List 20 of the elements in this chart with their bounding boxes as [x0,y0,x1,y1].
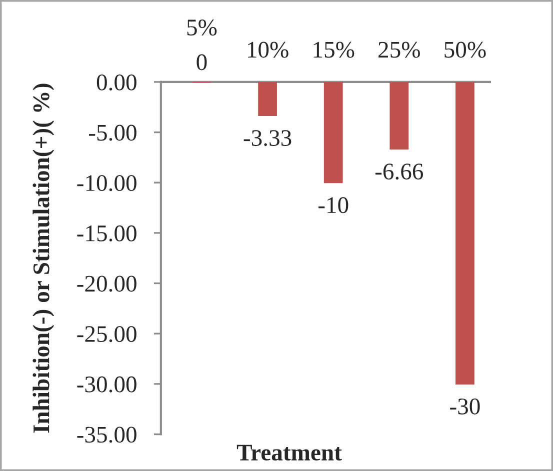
y-axis-title: Inhibition(-) or Stimulation(+)( %) [32,84,54,433]
x-axis-title: Treatment [236,444,342,461]
x-tick-label: 50% [444,42,486,58]
y-tick-label: -20.00 [77,276,136,292]
data-label: -3.33 [244,130,292,146]
data-label: -30 [450,398,480,414]
y-tick-label: 0.00 [96,74,136,90]
y-tick-label: -30.00 [77,376,136,392]
y-tick-label: -15.00 [77,225,136,242]
x-tick-label: 25% [378,42,420,58]
y-tick-label: -10.00 [77,175,136,192]
x-tick-label: 15% [314,42,354,58]
data-label: -6.66 [375,164,424,180]
y-tick-label: -25.00 [77,326,136,342]
x-tick-label: 5% [187,20,217,36]
y-tick-label: -35.00 [77,426,136,443]
data-label: 0 [196,54,207,70]
y-tick-label: -5.00 [89,124,136,141]
x-tick-label: 10% [248,42,288,58]
data-label: -10 [318,197,348,214]
